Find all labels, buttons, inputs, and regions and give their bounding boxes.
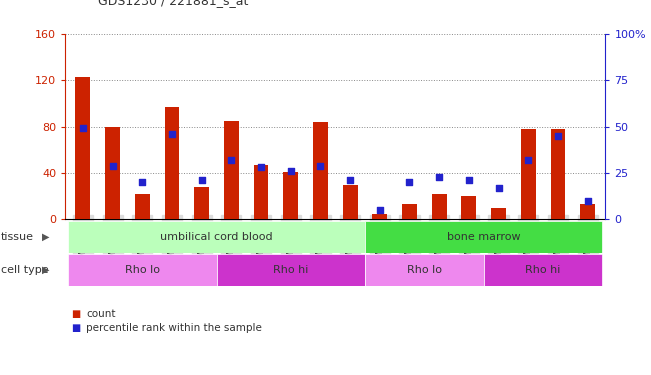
Point bbox=[553, 133, 563, 139]
Bar bbox=[551, 129, 565, 219]
Text: tissue: tissue bbox=[1, 232, 34, 242]
Point bbox=[345, 177, 355, 183]
Bar bbox=[402, 204, 417, 219]
Bar bbox=[283, 172, 298, 219]
Bar bbox=[68, 221, 365, 253]
Point bbox=[374, 207, 385, 213]
Point bbox=[315, 162, 326, 168]
Bar bbox=[165, 107, 180, 219]
Point bbox=[434, 174, 445, 180]
Bar bbox=[432, 194, 447, 219]
Bar bbox=[224, 121, 239, 219]
Bar bbox=[68, 254, 217, 286]
Bar bbox=[580, 204, 595, 219]
Point bbox=[404, 179, 415, 185]
Text: ■: ■ bbox=[72, 323, 81, 333]
Bar bbox=[462, 196, 477, 219]
Text: Rho hi: Rho hi bbox=[273, 265, 309, 275]
Text: Rho lo: Rho lo bbox=[125, 265, 159, 275]
Bar bbox=[372, 214, 387, 219]
Text: Rho lo: Rho lo bbox=[407, 265, 442, 275]
Bar bbox=[194, 187, 209, 219]
Text: percentile rank within the sample: percentile rank within the sample bbox=[86, 323, 262, 333]
Text: ▶: ▶ bbox=[42, 232, 50, 242]
Bar bbox=[365, 254, 484, 286]
Point bbox=[197, 177, 207, 183]
Text: count: count bbox=[86, 309, 115, 319]
Bar bbox=[342, 184, 357, 219]
Text: GDS1230 / 221881_s_at: GDS1230 / 221881_s_at bbox=[98, 0, 248, 8]
Text: ■: ■ bbox=[72, 309, 81, 319]
Point bbox=[464, 177, 474, 183]
Point bbox=[107, 162, 118, 168]
Point bbox=[256, 164, 266, 170]
Bar bbox=[105, 127, 120, 219]
Point bbox=[523, 157, 533, 163]
Text: bone marrow: bone marrow bbox=[447, 232, 521, 242]
Point bbox=[286, 168, 296, 174]
Point bbox=[167, 131, 177, 137]
Bar bbox=[217, 254, 365, 286]
Text: Rho hi: Rho hi bbox=[525, 265, 561, 275]
Bar bbox=[521, 129, 536, 219]
Text: cell type: cell type bbox=[1, 265, 48, 275]
Point bbox=[137, 179, 148, 185]
Bar bbox=[491, 208, 506, 219]
Bar bbox=[365, 221, 602, 253]
Text: ▶: ▶ bbox=[42, 265, 50, 275]
Point bbox=[583, 198, 593, 204]
Bar bbox=[76, 76, 90, 219]
Text: umbilical cord blood: umbilical cord blood bbox=[160, 232, 273, 242]
Point bbox=[77, 125, 88, 131]
Bar bbox=[135, 194, 150, 219]
Bar bbox=[313, 122, 328, 219]
Bar bbox=[484, 254, 602, 286]
Point bbox=[493, 185, 504, 191]
Bar bbox=[254, 165, 268, 219]
Point bbox=[226, 157, 236, 163]
